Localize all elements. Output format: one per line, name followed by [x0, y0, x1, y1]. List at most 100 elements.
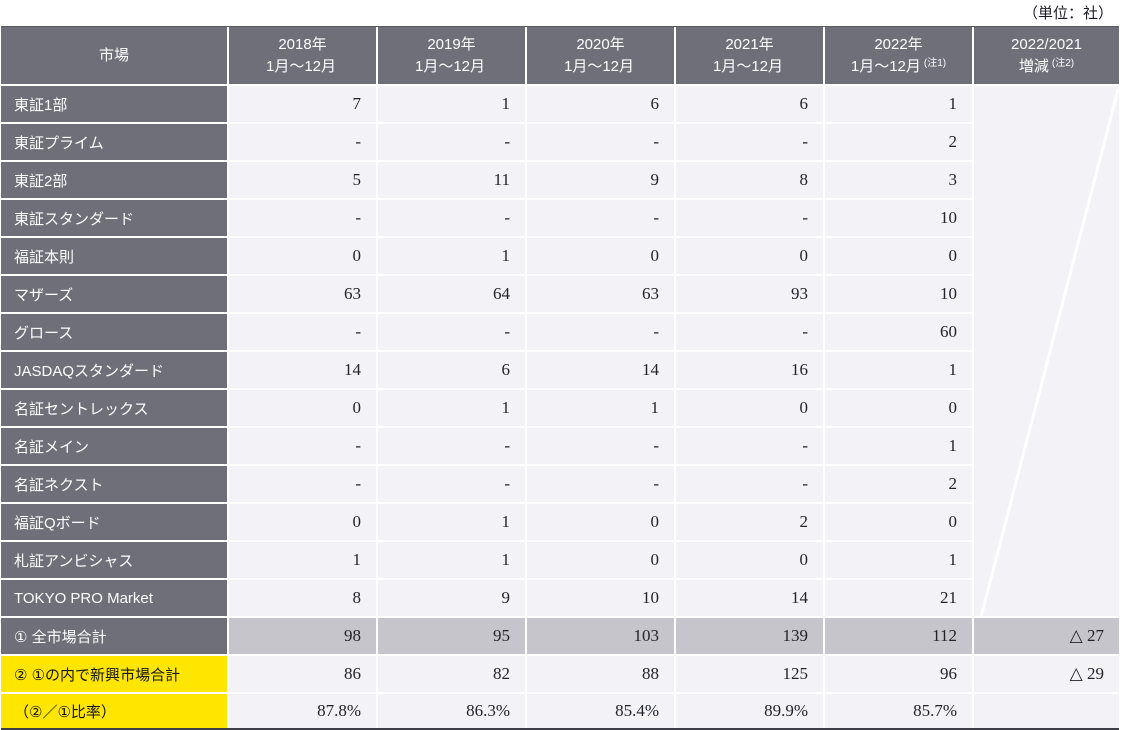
row-label: JASDAQスタンダード: [1, 352, 227, 388]
summary-cell: 98: [229, 618, 376, 654]
data-cell: -: [676, 428, 823, 464]
header-line2: 1月～12月 (注1): [851, 56, 946, 78]
data-cell: 1: [825, 428, 972, 464]
data-cell: 14: [527, 352, 674, 388]
data-cell: -: [676, 466, 823, 502]
header-line2: 1月～12月: [415, 56, 488, 78]
data-cell: 6: [676, 86, 823, 122]
summary-cell: 103: [527, 618, 674, 654]
data-cell: -: [378, 124, 525, 160]
row-label: 東証プライム: [1, 124, 227, 160]
header-line2-text: 増減: [1018, 57, 1049, 75]
data-cell: 60: [825, 314, 972, 350]
data-cell: -: [378, 466, 525, 502]
data-cell: 0: [825, 504, 972, 540]
year-header-cell: 2018年 1月～12月: [229, 27, 376, 84]
data-cell: -: [527, 124, 674, 160]
data-cell: -: [229, 200, 376, 236]
header-line1: 2022/2021: [1011, 35, 1082, 53]
data-cell: -: [527, 428, 674, 464]
data-cell: 2: [825, 124, 972, 160]
data-cell: 10: [825, 276, 972, 312]
data-cell: 0: [527, 238, 674, 274]
year-header-cell: 2022年 1月～12月 (注1): [825, 27, 972, 84]
data-cell: 0: [527, 542, 674, 578]
data-cell: -: [378, 314, 525, 350]
data-cell: 0: [229, 390, 376, 426]
row-label: 福証Qボード: [1, 504, 227, 540]
summary-cell: 88: [527, 656, 674, 692]
header-line1: 2021年: [725, 35, 774, 53]
data-cell: 1: [825, 542, 972, 578]
year-header-cell: 2019年 1月～12月: [378, 27, 525, 84]
header-note: (注1): [923, 57, 947, 69]
data-cell: -: [229, 466, 376, 502]
data-cell: 1: [378, 86, 525, 122]
header-line2: 1月～12月: [713, 56, 786, 78]
data-cell: 2: [825, 466, 972, 502]
row-label: TOKYO PRO Market: [1, 580, 227, 616]
delta-cell: △ 29: [974, 656, 1119, 692]
row-label: 福証本則: [1, 238, 227, 274]
data-cell: 6: [378, 352, 525, 388]
row-label: マザーズ: [1, 276, 227, 312]
row-label: 東証2部: [1, 162, 227, 198]
data-cell: 14: [676, 580, 823, 616]
data-cell: 8: [676, 162, 823, 198]
data-cell: -: [229, 314, 376, 350]
data-cell: -: [676, 124, 823, 160]
data-cell: 0: [825, 238, 972, 274]
data-cell: -: [676, 314, 823, 350]
data-cell: -: [527, 466, 674, 502]
summary-label-total: ① 全市場合計: [1, 618, 227, 654]
summary-label-ratio: （②／①比率）: [1, 694, 227, 728]
data-cell: 16: [676, 352, 823, 388]
market-header-cell: 市場: [1, 27, 227, 84]
data-cell: 0: [676, 542, 823, 578]
data-cell: 1: [527, 390, 674, 426]
data-cell: 1: [378, 542, 525, 578]
ipo-count-table: 市場 2018年 1月～12月 2019年 1月～12月 2020年 1月～12月 2021年…: [1, 26, 1119, 730]
summary-cell: 139: [676, 618, 823, 654]
data-cell: 9: [378, 580, 525, 616]
data-cell: 7: [229, 86, 376, 122]
year-header-cell: 2020年 1月～12月: [527, 27, 674, 84]
header-line1: 2019年: [427, 35, 476, 53]
data-cell: 0: [229, 504, 376, 540]
header-note: (注2): [1051, 57, 1075, 69]
data-cell: 10: [825, 200, 972, 236]
delta-cell: △ 27: [974, 618, 1119, 654]
summary-label-emerging: ② ①の内で新興市場合計: [1, 656, 227, 692]
delta-cell: [974, 694, 1119, 728]
header-line2: 1月～12月: [564, 56, 637, 78]
data-cell: 21: [825, 580, 972, 616]
data-cell: -: [378, 200, 525, 236]
year-header-cell: 2021年 1月～12月: [676, 27, 823, 84]
unit-label: （単位：社）: [1022, 5, 1113, 22]
data-cell: -: [527, 314, 674, 350]
data-cell: 10: [527, 580, 674, 616]
header-line2-text: 1月～12月: [414, 57, 486, 75]
data-cell: 3: [825, 162, 972, 198]
row-label: 東証1部: [1, 86, 227, 122]
summary-cell: 86.3%: [378, 694, 525, 728]
data-cell: -: [676, 200, 823, 236]
diagonal-line: [974, 86, 1119, 616]
summary-cell: 82: [378, 656, 525, 692]
data-cell: 0: [229, 238, 376, 274]
data-cell: 0: [527, 504, 674, 540]
data-cell: 0: [676, 238, 823, 274]
header-line2-text: 1月～12月: [850, 57, 921, 75]
data-cell: -: [229, 124, 376, 160]
row-label: 名証メイン: [1, 428, 227, 464]
data-cell: -: [527, 200, 674, 236]
summary-cell: 85.4%: [527, 694, 674, 728]
change-merged-cell: [974, 86, 1119, 616]
data-cell: -: [378, 428, 525, 464]
data-cell: 6: [527, 86, 674, 122]
header-line2-text: 1月～12月: [712, 57, 784, 75]
header-line2: 増減 (注2): [1019, 56, 1074, 78]
data-cell: -: [229, 428, 376, 464]
data-cell: 1: [229, 542, 376, 578]
